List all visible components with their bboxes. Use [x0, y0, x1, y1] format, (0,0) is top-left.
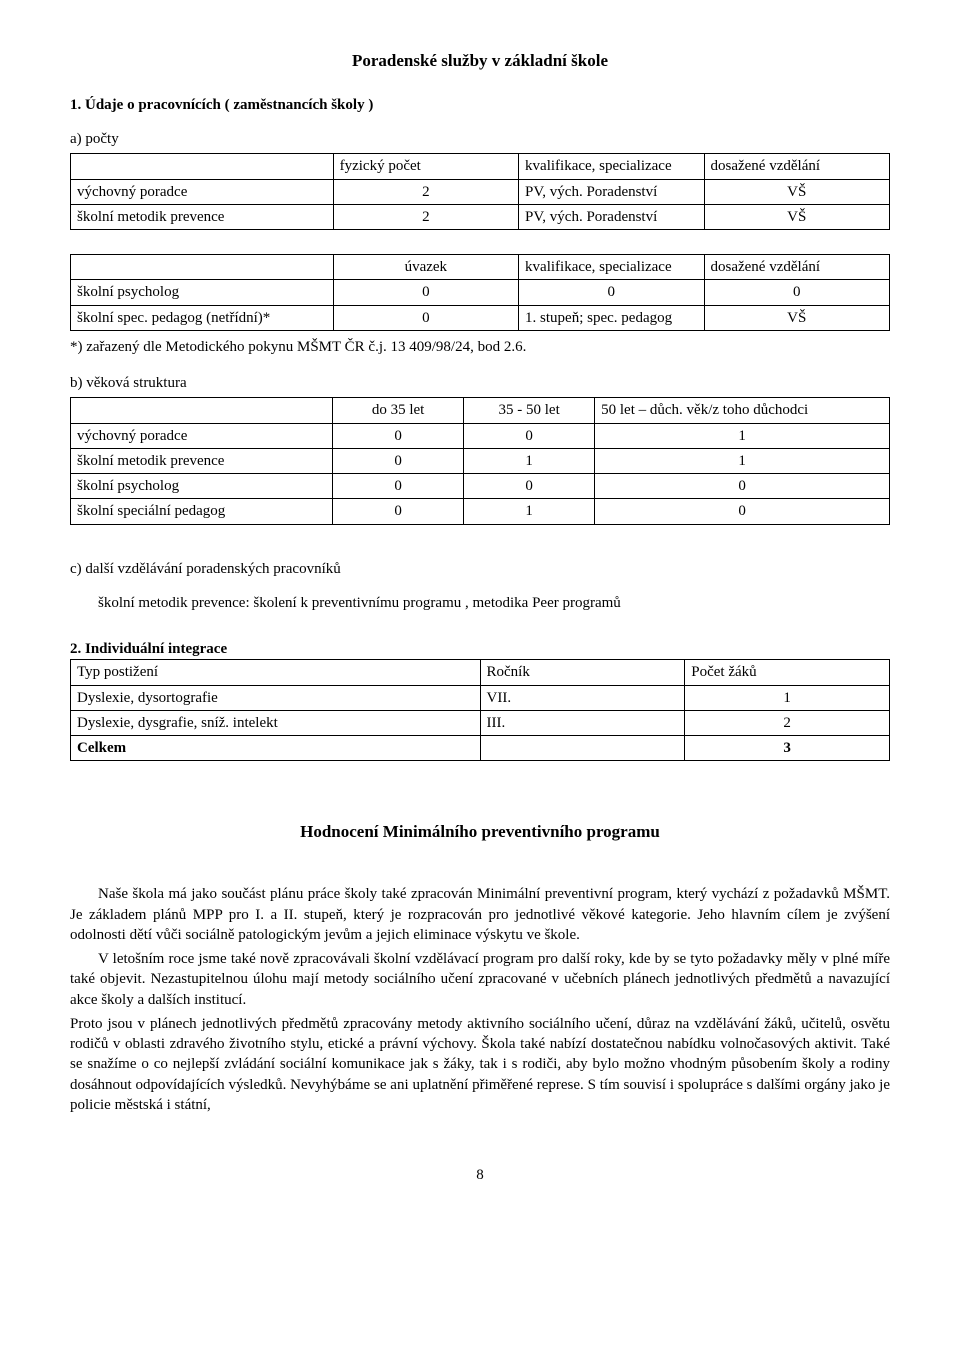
table-cell: 1: [595, 423, 890, 448]
page-number: 8: [70, 1165, 890, 1185]
table-cell: 2: [333, 179, 518, 204]
subheading-b: b) věková struktura: [70, 373, 890, 393]
table-cell: školní psycholog: [71, 474, 333, 499]
table-row: úvazek kvalifikace, specializace dosažen…: [71, 255, 890, 280]
table-cell: 1: [464, 499, 595, 524]
table-row: školní speciální pedagog 0 1 0: [71, 499, 890, 524]
table-row: fyzický počet kvalifikace, specializace …: [71, 154, 890, 179]
table-cell: 0: [333, 474, 464, 499]
table-row: Dyslexie, dysortografie VII. 1: [71, 685, 890, 710]
table-row: školní metodik prevence 0 1 1: [71, 448, 890, 473]
table-cell: 0: [333, 280, 518, 305]
table-cell: VŠ: [704, 179, 890, 204]
table-cell: školní psycholog: [71, 280, 334, 305]
table-cell: Dyslexie, dysortografie: [71, 685, 481, 710]
table-cell: 0: [464, 423, 595, 448]
table-row: výchovný poradce 0 0 1: [71, 423, 890, 448]
footnote-text: *) zařazený dle Metodického pokynu MŠMT …: [70, 337, 890, 357]
heading-evaluation: Hodnocení Minimálního preventivního prog…: [70, 821, 890, 844]
table-cell: 0: [704, 280, 890, 305]
table-cell: PV, vých. Poradenství: [519, 179, 704, 204]
table-cell: 1: [685, 685, 890, 710]
table-counts: fyzický počet kvalifikace, specializace …: [70, 153, 890, 230]
page-title: Poradenské služby v základní škole: [70, 50, 890, 73]
table-cell: Dyslexie, dysgrafie, sníž. intelekt: [71, 710, 481, 735]
table-cell: školní metodik prevence: [71, 448, 333, 473]
c-text: školní metodik prevence: školení k preve…: [70, 593, 890, 613]
table-header: úvazek: [333, 255, 518, 280]
table-header: do 35 let: [333, 398, 464, 423]
table-header: dosažené vzdělání: [704, 255, 890, 280]
table-header: dosažené vzdělání: [704, 154, 890, 179]
table-header: [71, 398, 333, 423]
table-cell: školní speciální pedagog: [71, 499, 333, 524]
table-cell: VŠ: [704, 305, 890, 330]
paragraph: Proto jsou v plánech jednotlivých předmě…: [70, 1014, 890, 1115]
table-qualification: úvazek kvalifikace, specializace dosažen…: [70, 254, 890, 331]
table-cell: 0: [595, 499, 890, 524]
paragraph: V letošním roce jsme také nově zpracováv…: [70, 949, 890, 1010]
table-age-structure: do 35 let 35 - 50 let 50 let – důch. věk…: [70, 397, 890, 524]
table-row: školní metodik prevence 2 PV, vých. Pora…: [71, 204, 890, 229]
subheading-c: c) další vzdělávání poradenských pracovn…: [70, 559, 890, 579]
table-cell: 2: [685, 710, 890, 735]
section2-heading: 2. Individuální integrace: [70, 639, 890, 659]
table-cell: 0: [595, 474, 890, 499]
table-cell: výchovný poradce: [71, 179, 334, 204]
table-cell: Celkem: [71, 736, 481, 761]
table-cell: PV, vých. Poradenství: [519, 204, 704, 229]
table-cell: 2: [333, 204, 518, 229]
table-cell: 0: [464, 474, 595, 499]
table-cell: výchovný poradce: [71, 423, 333, 448]
section1-heading: 1. Údaje o pracovnících ( zaměstnancích …: [70, 95, 890, 115]
table-integration: Typ postižení Ročník Počet žáků Dyslexie…: [70, 659, 890, 761]
table-row: Dyslexie, dysgrafie, sníž. intelekt III.…: [71, 710, 890, 735]
table-cell: 1. stupeň; spec. pedagog: [519, 305, 704, 330]
table-cell: [480, 736, 685, 761]
table-header: Typ postižení: [71, 660, 481, 685]
paragraph: Naše škola má jako součást plánu práce š…: [70, 884, 890, 945]
table-header: kvalifikace, specializace: [519, 255, 704, 280]
table-header: [71, 255, 334, 280]
table-cell: VŠ: [704, 204, 890, 229]
table-row: školní psycholog 0 0 0: [71, 474, 890, 499]
table-cell: VII.: [480, 685, 685, 710]
table-cell: školní metodik prevence: [71, 204, 334, 229]
table-header: 50 let – důch. věk/z toho důchodci: [595, 398, 890, 423]
table-cell: 0: [333, 499, 464, 524]
table-row: do 35 let 35 - 50 let 50 let – důch. věk…: [71, 398, 890, 423]
table-row: školní psycholog 0 0 0: [71, 280, 890, 305]
table-header: Ročník: [480, 660, 685, 685]
table-header: fyzický počet: [333, 154, 518, 179]
table-header: kvalifikace, specializace: [519, 154, 704, 179]
table-cell: 1: [595, 448, 890, 473]
table-header: Počet žáků: [685, 660, 890, 685]
table-cell: 1: [464, 448, 595, 473]
table-row: školní spec. pedagog (netřídní)* 0 1. st…: [71, 305, 890, 330]
table-header: [71, 154, 334, 179]
table-cell: 3: [685, 736, 890, 761]
table-cell: školní spec. pedagog (netřídní)*: [71, 305, 334, 330]
table-row: Typ postižení Ročník Počet žáků: [71, 660, 890, 685]
subheading-a: a) počty: [70, 129, 890, 149]
table-cell: 0: [333, 305, 518, 330]
table-cell: 0: [333, 423, 464, 448]
table-cell: 0: [519, 280, 704, 305]
table-header: 35 - 50 let: [464, 398, 595, 423]
table-row: výchovný poradce 2 PV, vých. Poradenství…: [71, 179, 890, 204]
table-cell: 0: [333, 448, 464, 473]
table-cell: III.: [480, 710, 685, 735]
table-row: Celkem 3: [71, 736, 890, 761]
